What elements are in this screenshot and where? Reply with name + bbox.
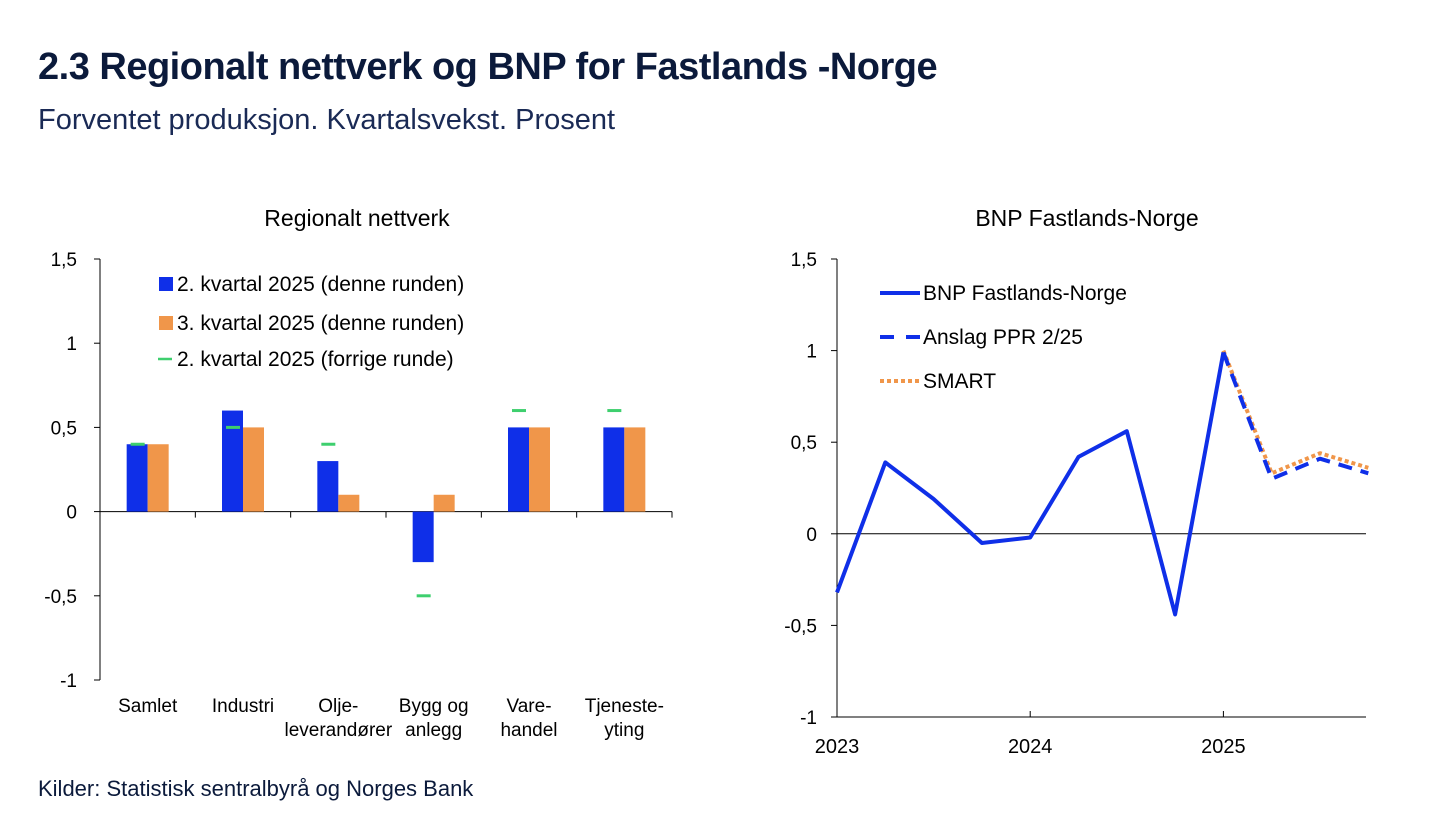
- bar-q3-current: [529, 427, 550, 512]
- right-y-tick-label: 1,5: [791, 250, 817, 271]
- right-y-tick-label: 1: [806, 342, 817, 363]
- legend-label: BNP Fastlands-Norge: [923, 282, 1127, 305]
- smart-line: [1221, 349, 1369, 476]
- left-x-tick-label: Tjeneste-: [585, 696, 664, 717]
- left-x-tick-label: Bygg og: [399, 696, 469, 717]
- left-x-tick-label: leverandører: [284, 720, 392, 741]
- legend-label: 3. kvartal 2025 (denne runden): [177, 312, 464, 335]
- left-x-tick-label: Industri: [212, 696, 274, 717]
- left-x-tick-label: handel: [500, 720, 557, 741]
- left-y-tick-label: 0: [66, 503, 77, 524]
- right-chart-title: BNP Fastlands-Norge: [975, 205, 1198, 231]
- bar-q2-current: [412, 511, 434, 563]
- legend-label: Anslag PPR 2/25: [923, 326, 1083, 349]
- right-y-tick-label: 0,5: [791, 433, 817, 454]
- bar-q3-current: [624, 427, 646, 512]
- ppr-projection-line: [1221, 351, 1369, 481]
- bar-q2-current: [126, 444, 148, 512]
- legend-label: 2. kvartal 2025 (forrige runde): [177, 348, 454, 371]
- left-y-tick-label: 1: [66, 334, 77, 355]
- left-y-tick-label: 0,5: [51, 418, 77, 439]
- right-x-tick-label: 2023: [815, 736, 860, 758]
- regional-network-chart: Regionalt nettverk -1 -0,5 0 0,5 1 1,5 Samlet…: [44, 205, 673, 741]
- bnp-line: [835, 352, 1226, 617]
- right-y-tick-label: -0,5: [784, 616, 817, 637]
- bar-q3-current: [147, 444, 169, 512]
- right-y-tick-label: -1: [800, 708, 817, 729]
- page-title: 2.3 Regionalt nettverk og BNP for Fastla…: [38, 46, 938, 88]
- bar-q2-current: [508, 427, 529, 512]
- bar-q2-current: [603, 427, 625, 512]
- left-y-tick-label: 1,5: [51, 250, 77, 271]
- left-x-tick-label: Olje-: [318, 696, 358, 717]
- left-x-tick-label: Samlet: [118, 696, 178, 717]
- left-y-tick-label: -1: [60, 671, 77, 692]
- left-y-tick-label: -0,5: [44, 587, 77, 608]
- left-x-tick-label: Vare-: [506, 696, 551, 717]
- page-subtitle: Forventet produksjon. Kvartalsvekst. Pro…: [38, 104, 616, 136]
- legend-swatch: [159, 277, 173, 291]
- bar-q3-current: [433, 494, 455, 512]
- left-x-tick-label: anlegg: [405, 720, 462, 741]
- right-y-tick-label: 0: [806, 525, 817, 546]
- source-note: Kilder: Statistisk sentralbyrå og Norges…: [38, 776, 474, 801]
- bar-q2-current: [317, 461, 339, 512]
- legend-swatch: [159, 316, 173, 330]
- right-x-tick-label: 2024: [1008, 736, 1053, 758]
- right-x-tick-label: 2025: [1201, 736, 1246, 758]
- bar-q2-current: [222, 410, 243, 512]
- bar-q3-current: [243, 427, 264, 512]
- legend-label: 2. kvartal 2025 (denne runden): [177, 273, 464, 296]
- gdp-mainland-chart: BNP Fastlands-Norge -1 -0,5 0 0,5 1 1,5 2023 20…: [784, 205, 1369, 758]
- bar-q3-current: [338, 494, 360, 512]
- legend-label: SMART: [923, 370, 996, 393]
- left-x-tick-label: yting: [604, 720, 644, 741]
- left-chart-title: Regionalt nettverk: [264, 205, 450, 231]
